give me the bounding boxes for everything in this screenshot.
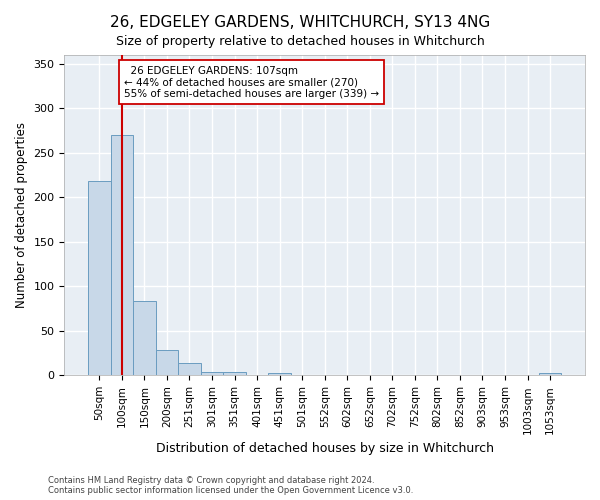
Bar [201,372,223,376]
Text: 26 EDGELEY GARDENS: 107sqm
← 44% of detached houses are smaller (270)
55% of sem: 26 EDGELEY GARDENS: 107sqm ← 44% of deta… [124,66,379,99]
Bar [539,372,562,376]
Bar [110,135,133,376]
Bar [268,372,291,376]
Text: Size of property relative to detached houses in Whitchurch: Size of property relative to detached ho… [116,35,484,48]
Bar [155,350,178,376]
Bar [223,372,246,376]
Bar [88,182,110,376]
X-axis label: Distribution of detached houses by size in Whitchurch: Distribution of detached houses by size … [156,442,494,455]
Y-axis label: Number of detached properties: Number of detached properties [15,122,28,308]
Bar [133,300,155,376]
Text: 26, EDGELEY GARDENS, WHITCHURCH, SY13 4NG: 26, EDGELEY GARDENS, WHITCHURCH, SY13 4N… [110,15,490,30]
Bar [178,363,201,376]
Text: Contains HM Land Registry data © Crown copyright and database right 2024.
Contai: Contains HM Land Registry data © Crown c… [48,476,413,495]
